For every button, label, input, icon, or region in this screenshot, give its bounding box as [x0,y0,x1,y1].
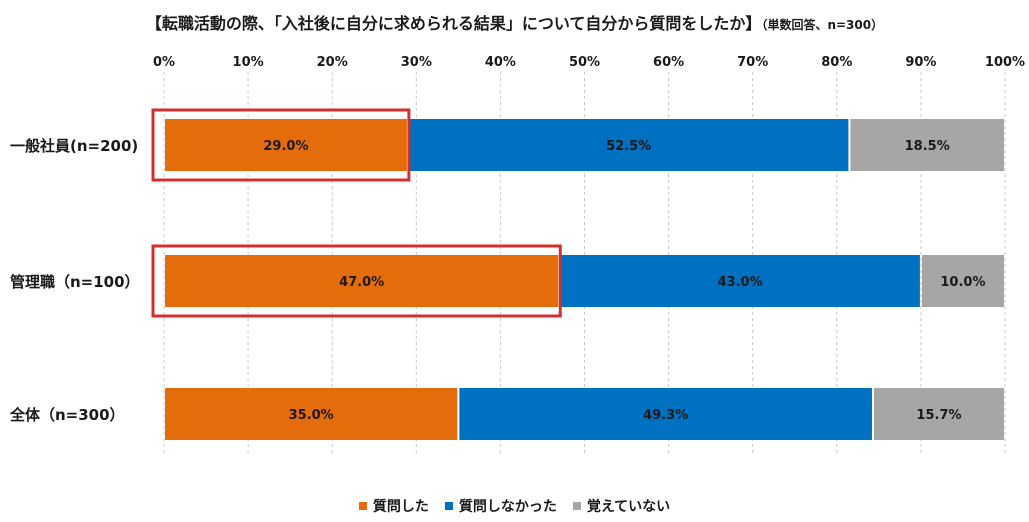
legend-label: 覚えていない [586,499,671,515]
category-label: 全体（n=300） [9,406,125,424]
legend-swatch [572,502,581,510]
legend-item: 質問しなかった [444,496,557,516]
legend-swatch [444,502,453,510]
bar-segment [408,119,849,171]
x-tick-label: 80% [821,55,852,70]
bar-segment [165,388,458,440]
bar-segment [560,255,920,307]
chart-title: 【転職活動の際、「入社後に自分に求められる結果」について自分から質問をしたか】（… [0,10,1029,34]
data-label: 29.0% [263,139,308,154]
x-tick-label: 0% [153,55,175,70]
bar-segment [165,255,559,307]
legend-item: 覚えていない [572,496,671,516]
bar-segment [459,388,872,440]
stacked-bar-chart: 0% 10% 20% 30% 40% 50% 60% 70% 80% 90% 100% 一般社員(n=… [9,55,1025,455]
x-tick-label: 30% [401,55,432,70]
data-label: 47.0% [339,275,384,290]
bar-segment [873,388,1004,440]
x-tick-label: 50% [569,55,600,70]
bar-segment [850,119,1004,171]
x-tick-label: 20% [317,55,348,70]
highlight-box [151,244,562,318]
data-label: 52.5% [606,139,651,154]
legend-label: 質問しなかった [458,499,557,515]
data-label: 15.7% [916,408,961,423]
x-tick-label: 10% [233,55,264,70]
legend-label: 質問した [372,499,429,515]
legend-swatch [358,502,367,510]
data-label: 18.5% [905,139,950,154]
category-label: 管理職（n=100） [10,273,140,291]
legend-item: 質問した [358,496,429,516]
chart-subtitle: （単数回答、n=300） [761,18,884,32]
x-tick-label: 100% [985,55,1025,70]
x-tick-label: 70% [737,55,768,70]
data-label: 35.0% [289,408,334,423]
data-label: 10.0% [940,275,985,290]
category-label: 一般社員(n=200) [10,137,138,155]
x-tick-label: 90% [905,55,936,70]
data-label: 43.0% [718,275,763,290]
bar-segment [165,119,407,171]
x-tick-label: 60% [653,55,684,70]
bar-segment [921,255,1004,307]
chart-legend: 質問した 質問しなかった 覚えていない [0,496,1029,516]
highlight-box [151,108,411,182]
x-tick-label: 40% [485,55,516,70]
data-label: 49.3% [643,408,688,423]
chart-title-text: 【転職活動の際、「入社後に自分に求められる結果」について自分から質問をしたか】 [145,14,762,33]
